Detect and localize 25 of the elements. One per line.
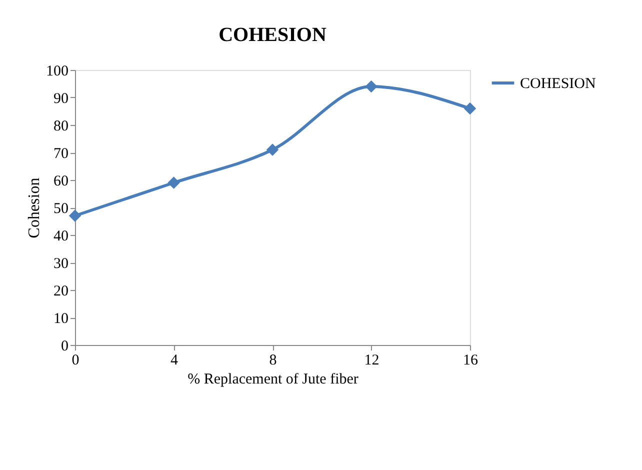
- point: [464, 102, 476, 115]
- point: [266, 144, 279, 156]
- y-tick-label: 10: [54, 311, 68, 327]
- y-tick-label: 100: [46, 64, 68, 80]
- x-tick-label: 8: [269, 352, 277, 368]
- y-tick-label: 80: [54, 118, 68, 134]
- y-tick-label: 50: [54, 201, 68, 217]
- point: [168, 176, 180, 189]
- x-tick-label: 4: [170, 352, 178, 368]
- y-axis-title: Cohesion: [26, 178, 43, 238]
- point: [68, 210, 82, 222]
- y-tick-label: 90: [54, 91, 68, 107]
- y-tick-label: 60: [54, 174, 68, 190]
- legend-label: COHESION: [520, 76, 596, 92]
- x-tick-label: 0: [72, 352, 80, 368]
- y-tick-label: 0: [61, 338, 68, 354]
- y-tick-label: 40: [54, 228, 68, 244]
- x-axis-title: % Replacement of Jute fiber: [188, 372, 358, 388]
- chart-title: COHESION: [218, 24, 327, 46]
- y-tick-label: 20: [54, 284, 68, 300]
- point: [365, 80, 378, 93]
- x-tick-label: 16: [463, 352, 478, 368]
- y-tick-label: 70: [54, 146, 68, 162]
- x-tick-label: 12: [364, 352, 380, 368]
- y-tick-label: 30: [54, 256, 68, 272]
